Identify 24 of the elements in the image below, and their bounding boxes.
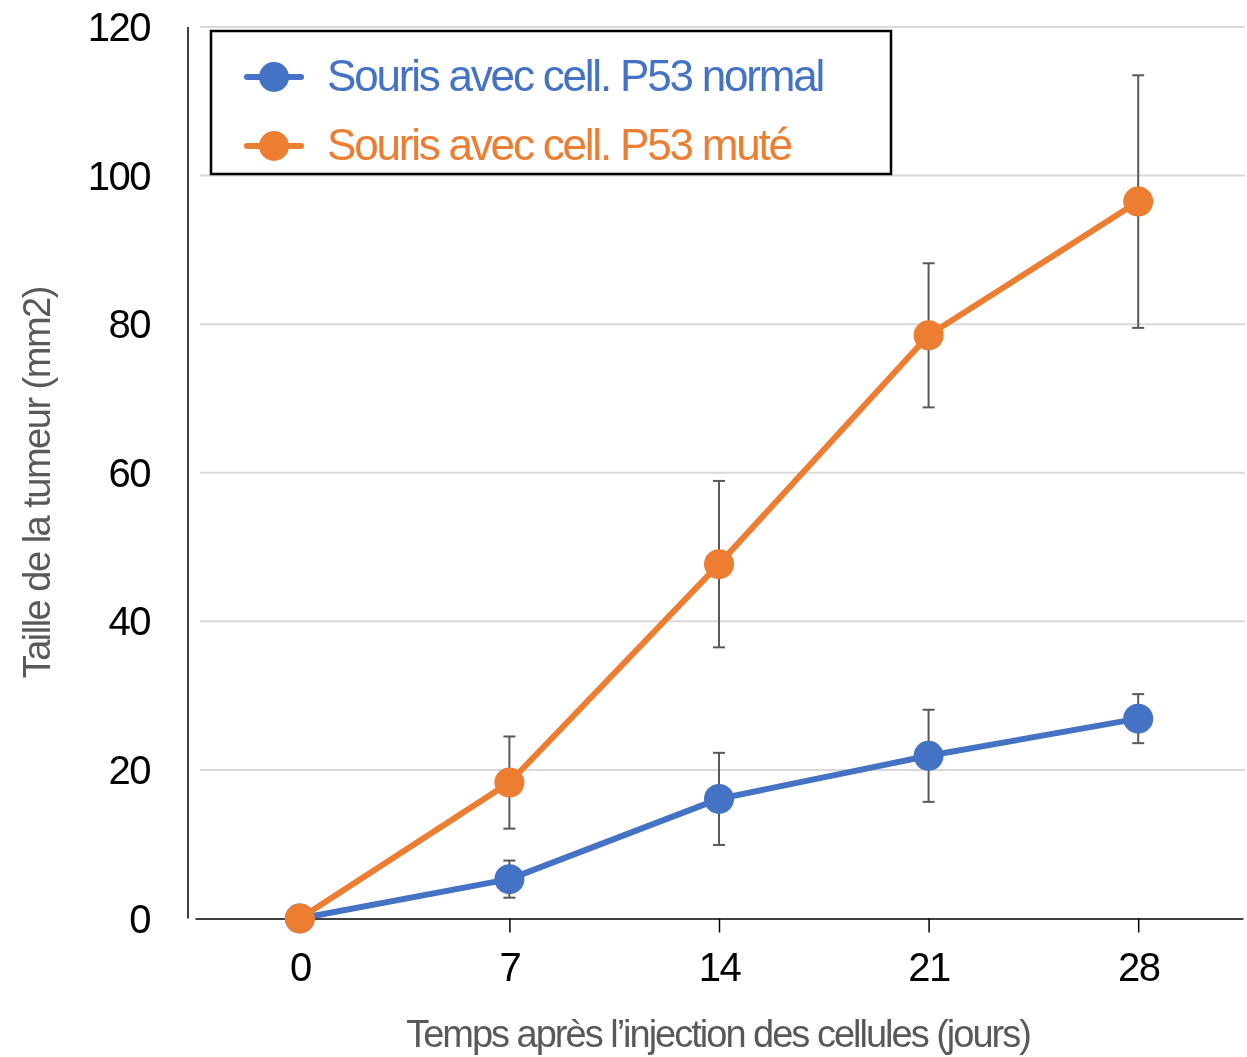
x-tick-label: 0 — [289, 944, 311, 989]
point — [1123, 186, 1154, 217]
point — [913, 740, 944, 771]
legend-label: Souris avec cell. P53 normal — [327, 51, 823, 100]
y-tick-label: 0 — [129, 896, 151, 941]
y-tick-label: 120 — [87, 5, 151, 49]
x-tick-label: 21 — [908, 944, 951, 989]
x-tick-label: 28 — [1117, 944, 1160, 989]
y-tick-label: 20 — [108, 747, 151, 792]
y-tick-label: 80 — [108, 302, 151, 347]
point — [913, 320, 944, 351]
legend-label: Souris avec cell. P53 muté — [327, 120, 792, 169]
y-tick-label: 60 — [108, 450, 151, 495]
y-tick-label: 100 — [87, 153, 151, 198]
point — [704, 549, 734, 580]
point — [494, 864, 525, 895]
y-tick-label: 40 — [108, 599, 151, 644]
x-axis-title: Temps après l’injection des cellules (jours) — [406, 1013, 1031, 1055]
point — [494, 767, 525, 798]
y-axis-title: Taille de la tumeur (mm2) — [16, 287, 58, 679]
x-tick-label: 14 — [698, 944, 742, 989]
point — [704, 783, 734, 814]
point — [1123, 703, 1154, 734]
x-tick-label: 7 — [499, 944, 521, 989]
